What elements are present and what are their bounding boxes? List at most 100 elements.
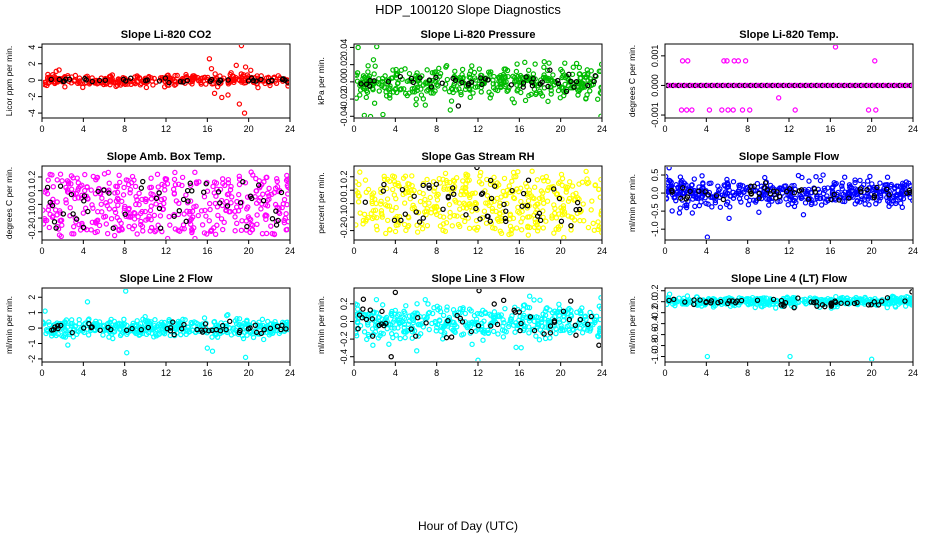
data-point-black	[566, 316, 573, 323]
data-point	[96, 222, 103, 229]
data-point	[43, 207, 46, 213]
data-point-black	[237, 200, 244, 206]
data-point	[176, 200, 182, 207]
x-tick-label: 12	[473, 246, 483, 256]
data-point	[783, 196, 789, 202]
data-point	[472, 199, 479, 206]
x-tick-label: 0	[351, 124, 356, 134]
data-point	[164, 235, 171, 239]
data-point	[284, 191, 289, 197]
data-point-black	[269, 77, 275, 84]
data-point	[597, 194, 601, 200]
data-point-black	[411, 193, 417, 199]
x-tick-label: 12	[784, 368, 794, 378]
data-point	[151, 212, 158, 219]
data-point-black	[215, 189, 222, 195]
data-point	[781, 183, 787, 189]
data-point	[64, 187, 71, 193]
data-point	[383, 314, 390, 321]
data-point-black	[812, 189, 819, 195]
y-tick-label: -0.2	[339, 223, 349, 239]
data-point	[472, 84, 479, 90]
data-point-black	[577, 316, 584, 323]
data-point-black	[475, 323, 482, 329]
y-tick-label: 2	[27, 295, 37, 300]
x-tick-label: 16	[202, 368, 212, 378]
data-point	[414, 348, 420, 354]
data-point	[417, 331, 424, 337]
data-point	[370, 342, 376, 348]
data-point	[699, 173, 705, 179]
outlier-point	[374, 45, 380, 50]
chart-panel-3: Slope Li-820 Temp. 0 4 8 12 16 20 24 -0.001 0.000…	[627, 29, 918, 134]
data-point	[545, 178, 551, 185]
data-point-black	[871, 194, 877, 201]
data-point	[498, 84, 504, 91]
data-point	[391, 178, 398, 185]
data-point-black	[379, 308, 385, 315]
data-point-black	[156, 205, 163, 212]
data-point	[379, 302, 386, 308]
data-point-black	[183, 218, 189, 225]
data-point	[401, 200, 408, 206]
y-tick-label: -0.2	[27, 224, 37, 240]
data-point-black	[520, 80, 527, 86]
data-point	[150, 82, 156, 88]
data-point	[57, 171, 64, 177]
data-point-black	[517, 327, 523, 334]
data-point-black	[363, 316, 370, 323]
data-point	[58, 217, 64, 224]
data-point	[125, 177, 131, 184]
data-point	[513, 225, 520, 231]
data-point	[598, 208, 601, 214]
data-point	[587, 88, 593, 94]
data-point	[188, 319, 194, 326]
data-point	[56, 208, 63, 214]
data-point	[75, 185, 82, 191]
x-tick-label: 24	[597, 124, 607, 134]
data-point	[102, 213, 109, 220]
data-point	[239, 218, 245, 224]
y-tick-label: 0	[27, 326, 37, 331]
data-point-black	[380, 188, 387, 194]
data-point	[542, 324, 548, 330]
data-point	[386, 87, 392, 93]
data-point	[174, 72, 180, 79]
data-point	[752, 188, 759, 194]
data-point	[541, 64, 547, 70]
data-point-black	[110, 225, 116, 231]
data-point-black	[770, 188, 777, 194]
data-point	[173, 81, 179, 87]
data-point	[866, 202, 872, 208]
data-point-black	[572, 322, 579, 328]
data-point	[355, 78, 361, 84]
data-point	[243, 321, 249, 327]
data-point-black	[402, 211, 408, 217]
data-point	[823, 199, 829, 205]
data-point	[131, 79, 137, 86]
data-point	[403, 303, 409, 309]
data-point	[468, 308, 474, 314]
data-point	[743, 194, 750, 201]
data-point-black	[57, 183, 64, 189]
data-point	[725, 182, 731, 188]
data-point	[392, 228, 399, 235]
data-point	[522, 97, 529, 104]
data-point	[434, 197, 441, 203]
y-tick-label: 0.0	[27, 198, 37, 211]
data-point-black	[145, 324, 151, 331]
data-point-black	[691, 297, 697, 303]
outlier-point	[43, 308, 48, 314]
data-point-black	[520, 190, 527, 197]
data-point	[365, 63, 371, 69]
data-point	[401, 321, 408, 328]
data-point	[477, 310, 483, 317]
data-point	[597, 316, 601, 323]
data-point-black	[452, 77, 459, 84]
outlier-point	[241, 110, 248, 116]
data-point-black	[81, 325, 87, 331]
data-point	[855, 82, 861, 89]
data-point	[469, 63, 475, 69]
y-tick-label: 0.2	[339, 298, 349, 311]
data-point	[502, 305, 508, 312]
